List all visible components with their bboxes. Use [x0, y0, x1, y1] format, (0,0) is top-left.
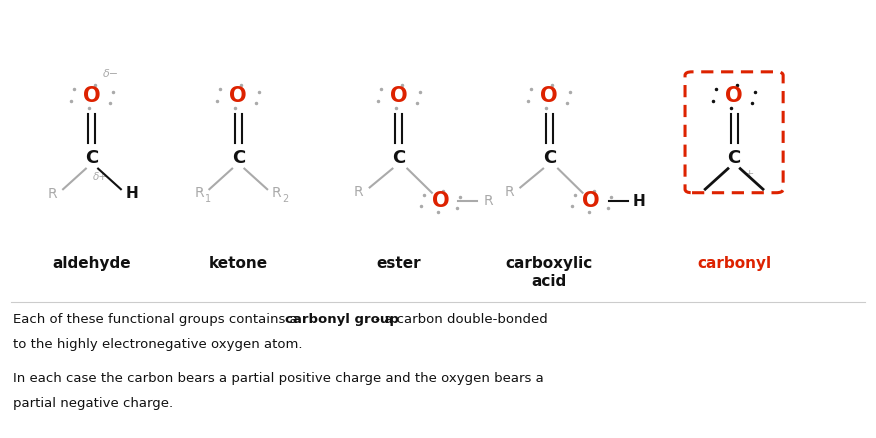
Text: +: + — [745, 170, 754, 179]
Text: C: C — [231, 148, 245, 167]
Text: R: R — [272, 186, 281, 200]
Text: 1: 1 — [206, 194, 211, 204]
Text: Each of these functional groups contains a: Each of these functional groups contains… — [13, 313, 302, 326]
Text: ester: ester — [377, 256, 420, 271]
Text: R: R — [195, 186, 204, 200]
Text: O: O — [432, 191, 449, 212]
Text: C: C — [727, 148, 741, 167]
Text: δ−: δ− — [103, 69, 119, 78]
Text: C: C — [542, 148, 556, 167]
Text: O: O — [230, 86, 247, 106]
Text: to the highly electronegative oxygen atom.: to the highly electronegative oxygen ato… — [13, 338, 302, 351]
Text: O: O — [390, 86, 407, 106]
Text: O: O — [725, 86, 743, 106]
Text: 2: 2 — [282, 194, 289, 204]
Text: aldehyde: aldehyde — [53, 256, 131, 271]
Text: - a carbon double-bonded: - a carbon double-bonded — [371, 313, 548, 326]
Text: O: O — [540, 86, 558, 106]
Text: C: C — [392, 148, 406, 167]
Text: C: C — [85, 148, 99, 167]
Text: O: O — [583, 191, 600, 212]
Text: R: R — [484, 194, 493, 208]
Text: δ+: δ+ — [93, 172, 109, 181]
Text: carboxylic
acid: carboxylic acid — [505, 256, 593, 289]
Text: partial negative charge.: partial negative charge. — [13, 396, 173, 410]
Text: R: R — [505, 185, 513, 199]
Text: ketone: ketone — [208, 256, 268, 271]
Text: H: H — [633, 194, 646, 209]
Text: carbonyl group: carbonyl group — [285, 313, 399, 326]
Text: R: R — [354, 185, 363, 199]
Text: In each case the carbon bears a partial positive charge and the oxygen bears a: In each case the carbon bears a partial … — [13, 372, 544, 385]
Text: H: H — [126, 186, 138, 201]
Text: R: R — [48, 187, 57, 201]
Text: O: O — [83, 86, 101, 106]
Text: carbonyl: carbonyl — [697, 256, 771, 271]
